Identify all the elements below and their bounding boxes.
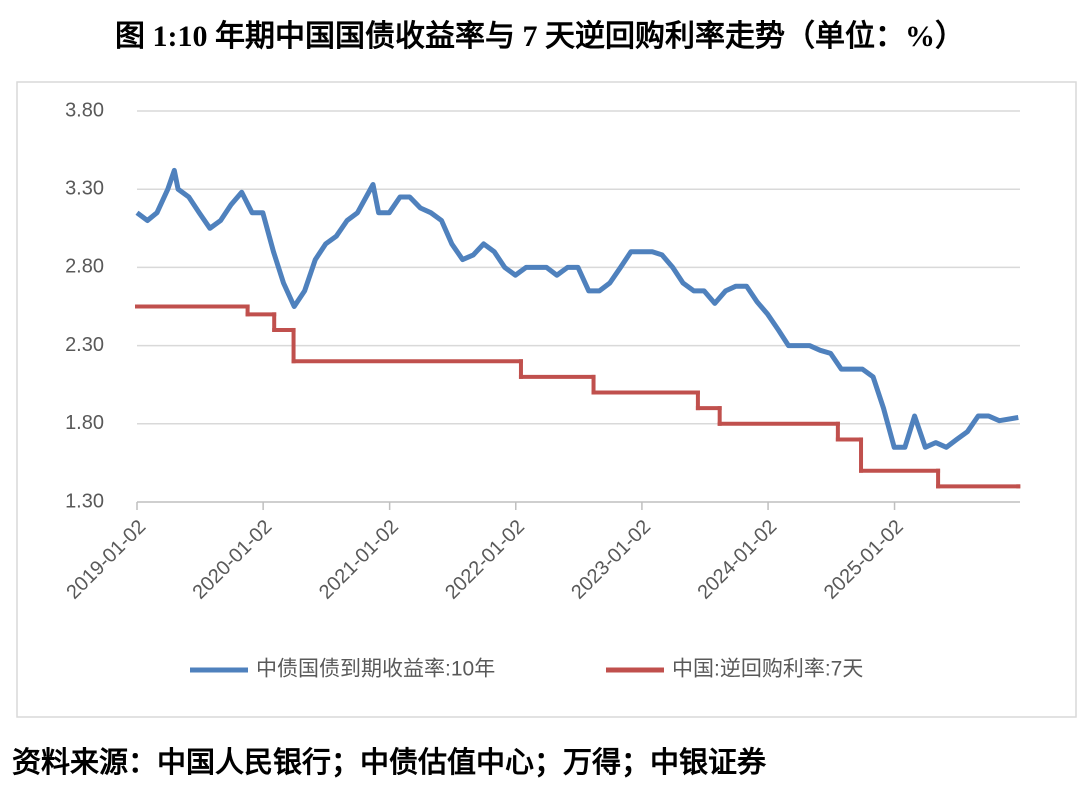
y-tick-label: 2.30 [65, 334, 104, 356]
legend-label: 中国:逆回购利率:7天 [672, 658, 863, 681]
y-tick-label: 1.30 [65, 490, 104, 512]
y-tick-label: 1.80 [65, 412, 104, 434]
x-tick-label: 2024-01-02 [693, 516, 781, 604]
y-tick-label: 3.80 [65, 99, 104, 121]
x-tick-label: 2023-01-02 [567, 516, 655, 604]
source-note: 资料来源：中国人民银行；中债估值中心；万得；中银证券 [12, 745, 767, 779]
chart-frame [16, 81, 1077, 718]
series-line [135, 167, 1019, 450]
y-tick-label: 3.30 [65, 177, 104, 199]
legend-label: 中债国债到期收益率:10年 [256, 658, 495, 681]
x-tick-label: 2021-01-02 [315, 516, 403, 604]
x-tick-label: 2025-01-02 [820, 516, 908, 604]
x-tick-label: 2020-01-02 [189, 516, 277, 604]
x-tick-label: 2019-01-02 [62, 516, 150, 604]
x-tick-label: 2022-01-02 [441, 516, 529, 604]
chart-title: 图 1:10 年期中国国债收益率与 7 天逆回购利率走势（单位：%） [115, 19, 965, 53]
y-tick-label: 2.80 [65, 256, 104, 278]
